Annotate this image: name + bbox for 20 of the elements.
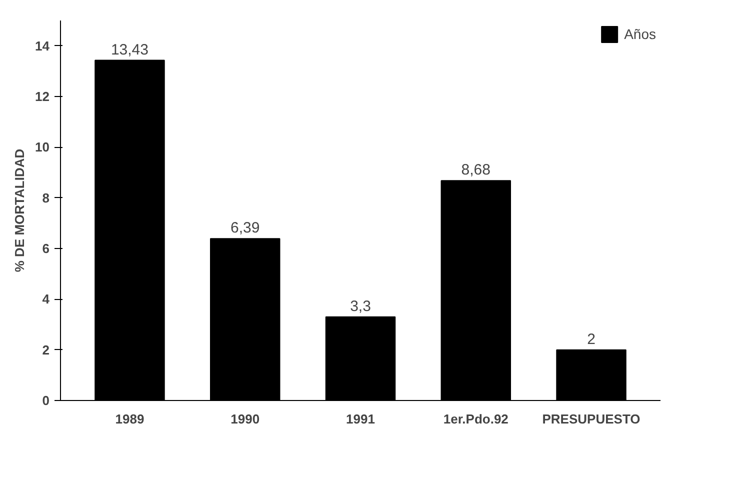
data-label: 13,43: [110, 41, 149, 58]
legend-label: Años: [624, 26, 656, 42]
data-label: 3,3: [350, 298, 371, 315]
data-label: 2: [587, 330, 596, 348]
y-tick-label: 0: [42, 393, 50, 408]
y-axis-title: % DE MORTALIDAD: [12, 148, 28, 272]
y-tick-label: 10: [35, 140, 50, 155]
x-tick-label: PRESUPUESTO: [542, 412, 640, 426]
y-tick-label: 6: [42, 241, 50, 256]
x-tick-label: 1989: [115, 412, 144, 426]
y-tick-label: 2: [42, 342, 50, 358]
y-tick-label: 8: [42, 190, 50, 206]
data-label: 8,68: [461, 162, 490, 179]
y-tick-label: 12: [35, 89, 50, 104]
data-label: 6,39: [230, 220, 260, 237]
x-tick-label: 1990: [230, 412, 260, 426]
y-tick-label: 14: [35, 38, 50, 54]
x-tick-label: 1er.Pdo.92: [443, 412, 508, 426]
x-tick-label: 1991: [346, 412, 375, 426]
y-tick-label: 4: [42, 292, 50, 307]
